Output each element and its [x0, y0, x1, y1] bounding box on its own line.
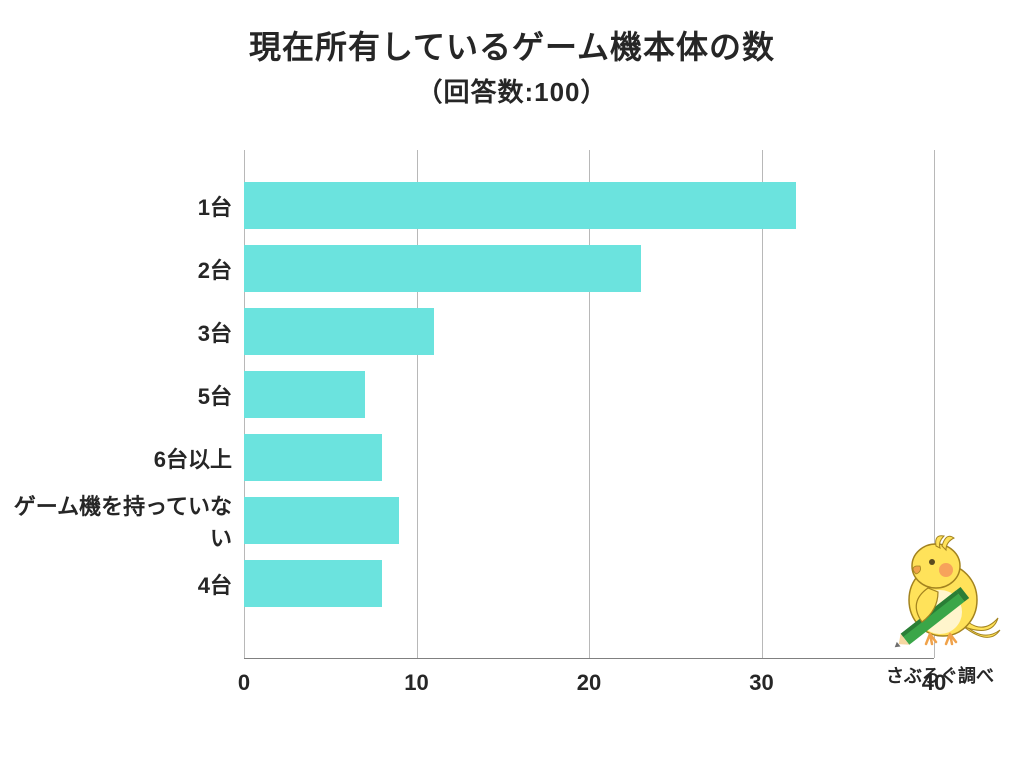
y-axis-category-label: 5台 [198, 379, 232, 411]
bar [244, 182, 796, 229]
y-axis-category-label: 2台 [198, 253, 232, 285]
y-axis-category-label: 6台以上 [154, 442, 232, 474]
bar [244, 434, 382, 481]
x-axis-tick-label: 20 [577, 670, 601, 696]
bar-row [244, 245, 934, 292]
x-axis-tick-label: 30 [749, 670, 773, 696]
bar [244, 497, 399, 544]
x-axis-tick-label: 40 [922, 670, 946, 696]
bar [244, 371, 365, 418]
bar-row [244, 434, 934, 481]
bar [244, 245, 641, 292]
x-axis-tick-label: 10 [404, 670, 428, 696]
bar [244, 308, 434, 355]
y-axis-category-label: 1台 [198, 190, 232, 222]
bar-row [244, 560, 934, 607]
bar-row [244, 371, 934, 418]
y-axis-category-label: 4台 [198, 568, 232, 600]
bar [244, 560, 382, 607]
plot-area [244, 150, 934, 658]
chart-canvas: 現在所有しているゲーム機本体の数 （回答数:100） さぶろぐ調べ 010203… [0, 0, 1024, 768]
x-axis-line [244, 658, 934, 659]
chart-title: 現在所有しているゲーム機本体の数 [0, 22, 1024, 68]
bar-row [244, 308, 934, 355]
y-axis-category-label: 3台 [198, 316, 232, 348]
chart-subtitle: （回答数:100） [0, 72, 1024, 109]
x-axis-tick-label: 0 [238, 670, 250, 696]
mascot-bird-icon [888, 530, 1008, 665]
bar-row [244, 182, 934, 229]
bar-row [244, 497, 934, 544]
y-axis-category-label: ゲーム機を持っていない [0, 489, 232, 553]
